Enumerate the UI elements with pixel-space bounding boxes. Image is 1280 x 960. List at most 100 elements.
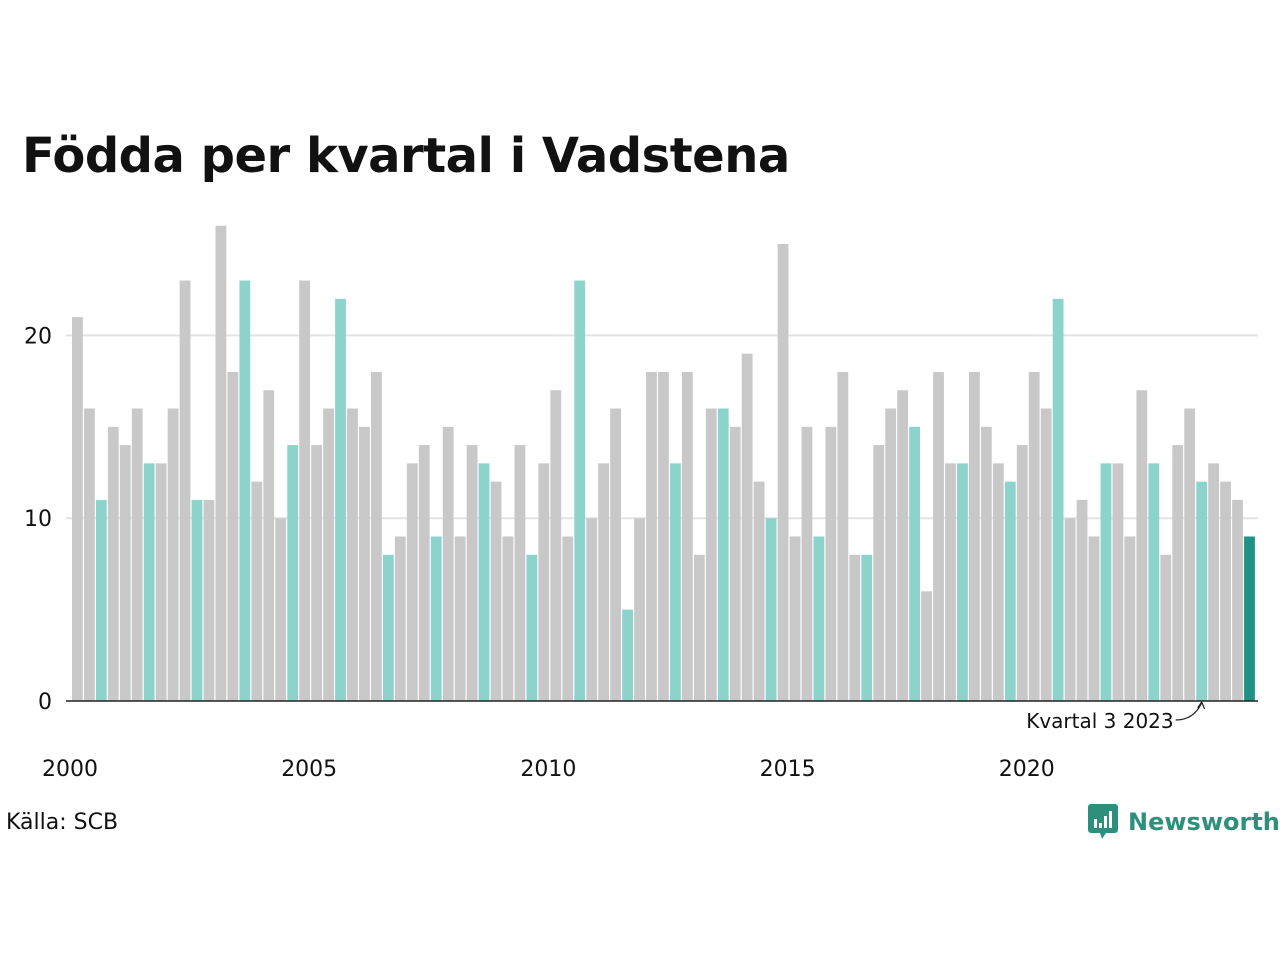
bar xyxy=(227,371,239,701)
bar xyxy=(729,426,741,701)
bar xyxy=(861,554,873,701)
bar xyxy=(933,371,944,701)
bar xyxy=(538,463,550,701)
x-tick-label: 2020 xyxy=(999,757,1055,782)
bar xyxy=(382,554,394,701)
x-tick-label: 2005 xyxy=(281,757,337,782)
bar xyxy=(299,280,311,701)
brand-logo: Newsworthy xyxy=(1088,804,1280,840)
chart-title: Födda per kvartal i Vadstena xyxy=(22,128,790,184)
x-tick-label: 2000 xyxy=(42,757,98,782)
bar xyxy=(251,481,263,701)
bar xyxy=(1196,481,1208,701)
bar xyxy=(131,408,143,701)
bar xyxy=(825,426,837,701)
bar xyxy=(921,591,932,701)
bar xyxy=(813,536,825,701)
bar xyxy=(598,463,610,701)
bar xyxy=(717,408,729,701)
bar xyxy=(167,408,179,701)
bar xyxy=(347,408,358,701)
annotation-arrowhead xyxy=(1197,700,1206,710)
bar xyxy=(634,518,645,701)
bar xyxy=(658,371,669,701)
bar xyxy=(909,426,920,701)
bar xyxy=(670,463,681,701)
bar xyxy=(83,408,95,701)
bar xyxy=(203,499,215,701)
y-tick-label: 0 xyxy=(38,690,52,715)
bar xyxy=(622,609,633,701)
bar xyxy=(1160,554,1172,701)
annotation-arrow xyxy=(1175,702,1203,721)
bar xyxy=(693,554,705,701)
bar xyxy=(1208,463,1219,701)
bar xyxy=(980,426,992,701)
bar xyxy=(837,371,849,701)
bar xyxy=(406,463,418,701)
bar xyxy=(1148,463,1160,701)
annotation-label: Kvartal 3 2023 xyxy=(1026,709,1173,733)
bar xyxy=(610,408,621,701)
bar xyxy=(155,463,167,701)
bar xyxy=(239,280,251,701)
bar xyxy=(1076,499,1088,701)
bar xyxy=(359,426,370,701)
bar xyxy=(1088,536,1100,701)
bar xyxy=(897,390,909,701)
bar xyxy=(1172,445,1184,701)
bar xyxy=(95,499,107,701)
bar xyxy=(191,499,203,701)
bar xyxy=(119,445,131,701)
bar xyxy=(335,298,346,701)
bar xyxy=(777,244,789,701)
bar xyxy=(179,280,191,701)
bar xyxy=(873,445,885,701)
bar xyxy=(1004,481,1016,701)
bar xyxy=(586,518,598,701)
bar xyxy=(478,463,490,701)
bar xyxy=(957,463,968,701)
bar xyxy=(945,463,956,701)
bar xyxy=(454,536,466,701)
bar xyxy=(969,371,980,701)
bar xyxy=(681,371,693,701)
bar xyxy=(753,481,765,701)
bar xyxy=(741,353,753,701)
bar xyxy=(371,371,382,701)
bar xyxy=(801,426,813,701)
bar xyxy=(550,390,562,701)
bar xyxy=(1064,518,1076,701)
bar xyxy=(1052,298,1064,701)
bar-chart: 0 10 20 2000 2005 2010 2015 2020 Kvartal 3 2023 xyxy=(24,225,1258,782)
bar xyxy=(72,317,83,701)
bar xyxy=(1244,536,1255,701)
brand-name: Newsworthy xyxy=(1128,808,1280,836)
bar xyxy=(1136,390,1148,701)
y-tick-label: 20 xyxy=(24,324,52,349)
bar xyxy=(514,445,526,701)
bar xyxy=(143,463,155,701)
bar xyxy=(1184,408,1196,701)
bar xyxy=(442,426,454,701)
bar xyxy=(490,481,502,701)
bar xyxy=(1112,463,1124,701)
bar xyxy=(107,426,119,701)
bar xyxy=(1124,536,1136,701)
bar xyxy=(287,445,299,701)
y-tick-label: 10 xyxy=(24,507,52,532)
source-note: Källa: SCB xyxy=(6,810,119,835)
bar xyxy=(502,536,514,701)
bar xyxy=(430,536,442,701)
bar xyxy=(418,445,430,701)
newsworthy-icon xyxy=(1088,804,1118,839)
bar xyxy=(323,408,334,701)
bar xyxy=(765,518,777,701)
bar xyxy=(1232,499,1243,701)
bar xyxy=(562,536,574,701)
bar xyxy=(263,390,275,701)
bar xyxy=(1016,445,1028,701)
bar xyxy=(1220,481,1231,701)
bar xyxy=(526,554,538,701)
bar xyxy=(215,225,227,701)
